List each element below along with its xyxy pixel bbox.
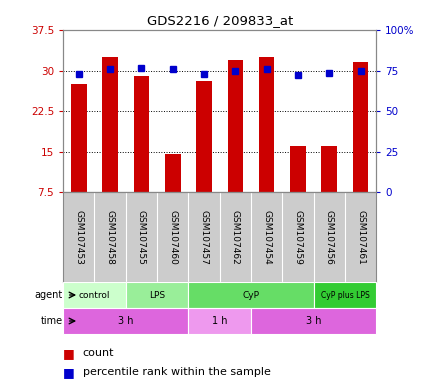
Text: GSM107459: GSM107459 (293, 210, 302, 265)
Bar (133, 76, 149, 192)
Text: GSM107453: GSM107453 (74, 210, 83, 265)
Bar (102, 57, 118, 192)
Text: GSM107454: GSM107454 (262, 210, 270, 264)
Text: GSM107462: GSM107462 (230, 210, 239, 264)
Bar (125, 282, 188, 308)
Text: GSM107457: GSM107457 (199, 210, 208, 265)
Bar (196, 81, 211, 192)
Text: percentile rank within the sample: percentile rank within the sample (82, 367, 270, 377)
Text: 1 h: 1 h (211, 316, 227, 326)
Bar (188, 308, 250, 334)
Text: 3 h: 3 h (305, 316, 321, 326)
Bar (250, 308, 375, 334)
Title: GDS2216 / 209833_at: GDS2216 / 209833_at (146, 15, 292, 27)
Text: GSM107461: GSM107461 (355, 210, 364, 265)
Bar (71, 84, 86, 192)
Text: CyP plus LPS: CyP plus LPS (320, 291, 368, 300)
Text: GSM107458: GSM107458 (105, 210, 114, 265)
Bar (63, 308, 188, 334)
Text: count: count (82, 348, 114, 358)
Bar (188, 282, 313, 308)
Bar (313, 282, 375, 308)
Text: ■: ■ (63, 366, 75, 379)
Text: LPS: LPS (148, 291, 165, 300)
Text: GSM107455: GSM107455 (137, 210, 145, 265)
Bar (352, 63, 368, 192)
Bar (321, 146, 336, 192)
Text: 3 h: 3 h (118, 316, 133, 326)
Text: GSM107456: GSM107456 (324, 210, 333, 265)
Text: time: time (41, 316, 63, 326)
Text: GSM107460: GSM107460 (168, 210, 177, 265)
Bar (258, 57, 274, 192)
Bar (164, 154, 180, 192)
Text: control: control (79, 291, 110, 300)
Text: ■: ■ (63, 347, 75, 360)
Bar (227, 60, 243, 192)
Text: CyP: CyP (242, 291, 259, 300)
Bar (63, 282, 125, 308)
Bar (289, 146, 305, 192)
Text: agent: agent (35, 290, 63, 300)
